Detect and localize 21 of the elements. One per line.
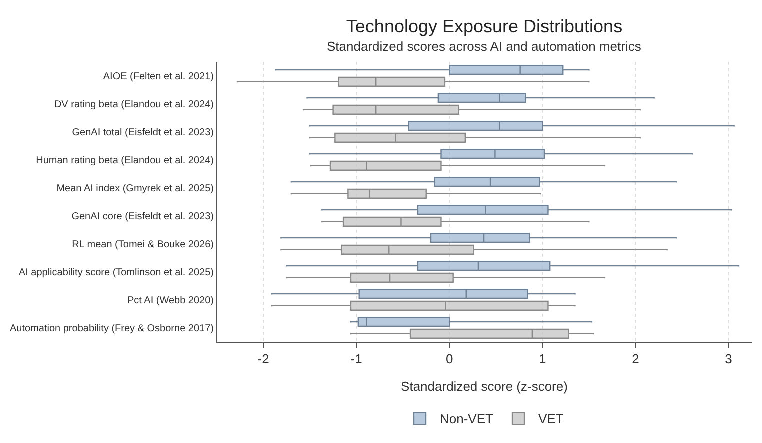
legend-label: Non-VET	[440, 412, 494, 427]
chart-title: Technology Exposure Distributions	[346, 16, 623, 37]
x-tick-label: 3	[725, 352, 732, 367]
y-tick-label: RL mean (Tomei & Bouke 2026)	[72, 240, 214, 250]
y-tick-label: Human rating beta (Elandou et al. 2024)	[36, 156, 214, 166]
y-tick-label: AIOE (Felten et al. 2021)	[103, 72, 214, 82]
x-tick-label: -2	[258, 352, 270, 367]
y-tick-label: GenAI core (Eisfeldt et al. 2023)	[72, 212, 214, 222]
y-tick-label: Pct AI (Webb 2020)	[127, 296, 214, 306]
y-tick-label: DV rating beta (Elandou et al. 2024)	[54, 100, 214, 110]
chart-subtitle: Standardized scores across AI and automation metrics	[327, 39, 642, 54]
x-axis-title: Standardized score (z-score)	[401, 379, 568, 394]
x-tick-label: 2	[632, 352, 640, 367]
y-tick-label: Automation probability (Frey & Osborne 2017)	[10, 324, 214, 334]
x-tick-label: 0	[446, 352, 454, 367]
y-tick-label: Mean AI index (Gmyrek et al. 2025)	[56, 184, 214, 194]
x-tick-label: -1	[350, 352, 362, 367]
y-tick-label: AI applicability score (Tomlinson et al. 2025)	[18, 268, 214, 278]
legend-label: VET	[538, 412, 564, 427]
y-tick-label: GenAI total (Eisfeldt et al. 2023)	[72, 128, 214, 138]
x-tick-label: 1	[539, 352, 546, 367]
